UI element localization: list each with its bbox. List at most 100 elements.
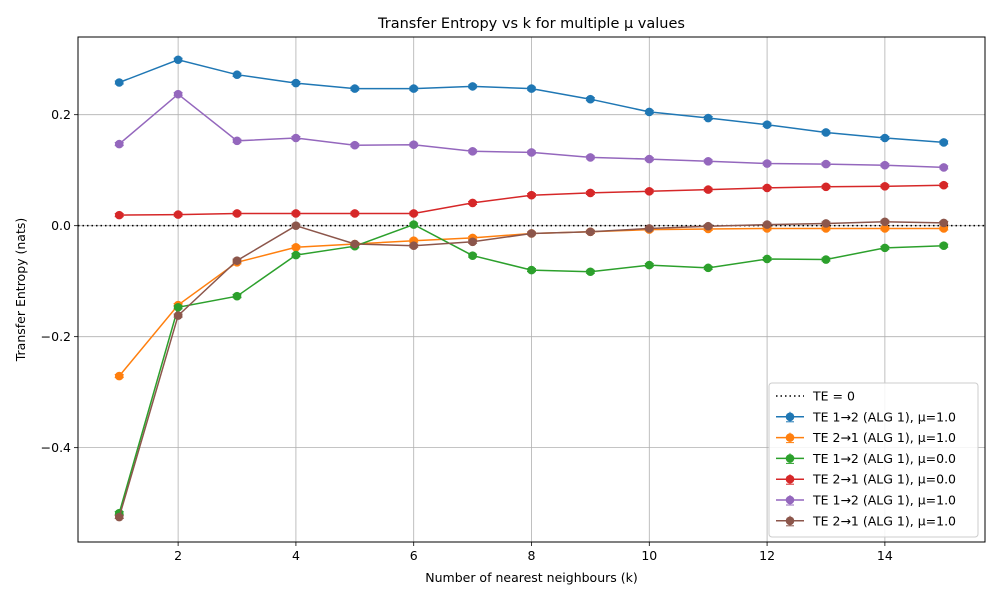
legend-label: TE 2→1 (ALG 1), μ=1.0 [812, 513, 956, 528]
legend-label: TE 2→1 (ALG 1), μ=1.0 [812, 430, 956, 445]
legend-item: TE 1→2 (ALG 1), μ=1.0 [776, 409, 956, 424]
data-point [703, 263, 713, 273]
data-point [586, 153, 595, 162]
legend-item: TE 2→1 (ALG 1), μ=1.0 [776, 513, 956, 528]
data-point [762, 159, 772, 168]
grid [78, 37, 985, 542]
legend-item: TE 1→2 (ALG 1), μ=1.0 [776, 493, 956, 508]
series-4 [114, 180, 949, 220]
data-point [291, 243, 301, 252]
data-point [880, 181, 890, 191]
data-point [173, 89, 183, 99]
data-point [114, 512, 124, 522]
data-point [939, 241, 949, 250]
data-point [232, 70, 242, 80]
legend-label: TE 1→2 (ALG 1), μ=0.0 [812, 451, 956, 466]
data-point [232, 209, 242, 218]
data-point [173, 311, 183, 320]
legend-marker [785, 454, 795, 463]
data-point [468, 251, 477, 260]
data-point [350, 84, 360, 93]
data-point [821, 128, 831, 137]
data-point [586, 188, 595, 198]
data-point [527, 229, 536, 238]
data-point [173, 302, 183, 312]
data-point [821, 255, 831, 264]
legend-marker [785, 516, 795, 526]
data-point [703, 157, 713, 166]
data-point [409, 241, 419, 250]
data-point [821, 219, 831, 228]
legend-label: TE = 0 [812, 389, 855, 404]
data-point [409, 209, 419, 218]
data-point [586, 227, 595, 237]
data-point [939, 138, 949, 147]
data-point [586, 267, 595, 277]
data-point [173, 55, 183, 65]
data-point [644, 260, 654, 270]
data-point [644, 154, 654, 164]
data-point [939, 180, 949, 190]
data-point [350, 209, 360, 218]
data-point [114, 371, 124, 381]
legend-label: TE 2→1 (ALG 1), μ=0.0 [812, 472, 956, 487]
data-point [114, 210, 124, 220]
legend-marker [785, 412, 795, 422]
data-point [468, 82, 477, 91]
data-point [291, 250, 301, 260]
data-point [821, 182, 831, 192]
y-tick-label: 0.2 [51, 107, 71, 122]
x-tick-label: 6 [410, 548, 418, 563]
legend: TE = 0 TE 1→2 (ALG 1), μ=1.0 TE 2→1 (ALG 1… [768, 382, 979, 538]
data-point [939, 218, 949, 228]
data-point [880, 133, 890, 143]
series-5 [114, 89, 949, 172]
data-point [880, 217, 890, 227]
data-point [762, 254, 772, 264]
x-tick-label: 10 [641, 548, 657, 563]
data-point [173, 210, 183, 219]
data-point [703, 113, 713, 123]
data-point [114, 139, 124, 149]
y-axis-label: Transfer Entropy (nats) [13, 218, 28, 363]
data-point [527, 148, 536, 157]
data-point [703, 221, 713, 231]
x-tick-label: 14 [877, 548, 893, 563]
data-point [762, 120, 772, 129]
data-point [291, 209, 301, 218]
data-point [291, 133, 301, 143]
data-point [114, 78, 124, 87]
data-point [821, 159, 831, 169]
x-tick-label: 2 [174, 548, 182, 563]
data-point [586, 94, 595, 104]
legend-item: TE = 0 [776, 389, 855, 404]
data-point [762, 183, 772, 193]
data-point [703, 185, 713, 194]
data-point [527, 84, 536, 93]
data-point [468, 237, 477, 247]
data-point [350, 239, 360, 249]
legend-marker [785, 474, 795, 484]
series-1 [114, 55, 949, 147]
data-point [939, 163, 949, 172]
y-tick-label: −0.4 [41, 440, 71, 455]
series-6 [114, 217, 949, 522]
data-point [291, 221, 301, 230]
data-point [468, 147, 477, 156]
data-point [644, 186, 654, 196]
data-point [409, 220, 419, 229]
legend-label: TE 1→2 (ALG 1), μ=1.0 [812, 493, 956, 508]
data-point [880, 243, 890, 253]
y-tick-label: −0.2 [41, 329, 71, 344]
series-3 [114, 220, 949, 518]
data-point [232, 256, 242, 265]
chart-title: Transfer Entropy vs k for multiple μ val… [377, 16, 685, 32]
data-point [291, 78, 301, 88]
data-point [350, 140, 360, 150]
data-point [409, 140, 419, 149]
data-point [762, 220, 772, 229]
data-point [527, 265, 536, 275]
legend-item: TE 1→2 (ALG 1), μ=0.0 [776, 451, 956, 466]
legend-label: TE 1→2 (ALG 1), μ=1.0 [812, 409, 956, 424]
data-point [409, 84, 419, 93]
